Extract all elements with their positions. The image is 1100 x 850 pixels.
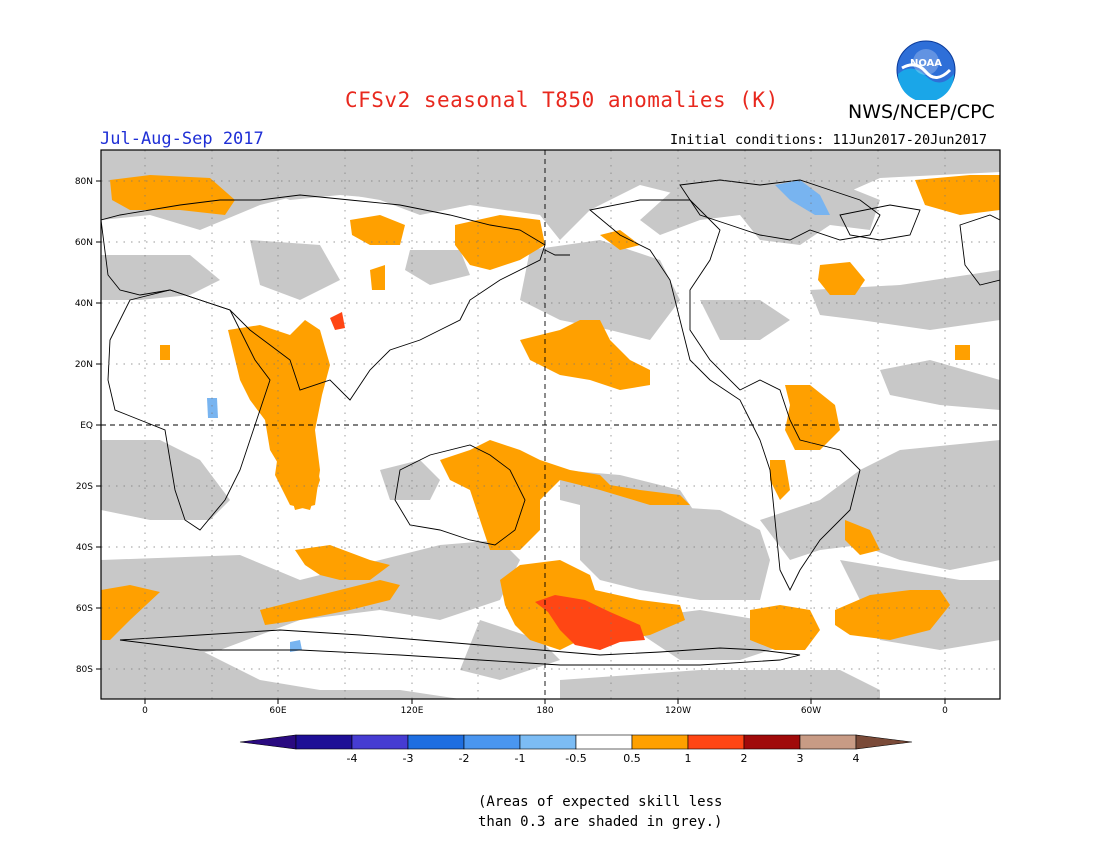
initial-conditions-label: Initial conditions: 11Jun2017-20Jun2017 — [670, 132, 987, 148]
colorbar-cell — [295, 734, 353, 750]
colorbar-label: -4 — [347, 752, 358, 765]
colorbar-cell — [519, 734, 577, 750]
lat-label: 80S — [76, 665, 93, 675]
colorbar-cell — [631, 734, 689, 750]
lat-label: 60S — [76, 604, 93, 614]
colorbar-cells — [239, 734, 913, 750]
cool-anomaly-areas — [207, 180, 830, 652]
lon-label: 120W — [665, 706, 691, 716]
map-title: CFSv2 seasonal T850 anomalies (K) — [345, 88, 779, 112]
colorbar-cell — [799, 734, 857, 750]
lat-label: 40N — [75, 299, 93, 309]
lat-tick-marks — [96, 180, 101, 670]
colorbar-label: -2 — [459, 752, 470, 765]
colorbar-label: -0.5 — [565, 752, 586, 765]
lat-label: 20N — [75, 360, 93, 370]
lon-label: 0 — [942, 706, 948, 716]
skill-footnote: (Areas of expected skill less than 0.3 a… — [478, 794, 723, 830]
latitude-labels: 80N 60N 40N 20N EQ 20S 40S 60S 80S — [75, 177, 93, 675]
lon-label: 120E — [401, 706, 424, 716]
period-label: Jul-Aug-Sep 2017 — [100, 129, 264, 149]
lon-label: 180 — [536, 706, 553, 716]
longitude-labels: 0 60E 120E 180 120W 60W 0 — [142, 706, 948, 716]
lat-label: EQ — [80, 421, 93, 431]
lon-label: 0 — [142, 706, 148, 716]
lat-label: 20S — [76, 482, 93, 492]
logo-text: NOAA — [910, 58, 942, 69]
colorbar-label: 3 — [797, 752, 804, 765]
lat-label: 40S — [76, 543, 93, 553]
colorbar-label: 2 — [741, 752, 748, 765]
colorbar-arrow-left — [239, 734, 297, 750]
lon-label: 60W — [801, 706, 821, 716]
coastlines — [101, 179, 1000, 666]
agency-label: NWS/NCEP/CPC — [848, 101, 995, 123]
colorbar-cell — [687, 734, 745, 750]
colorbar-cell — [575, 734, 633, 750]
colorbar-labels: -4 -3 -2 -1 -0.5 0.5 1 2 3 4 — [347, 752, 860, 765]
colorbar-label: -1 — [515, 752, 526, 765]
colorbar-label: 1 — [685, 752, 692, 765]
grid-lines — [101, 150, 1000, 699]
reference-lines — [101, 150, 1000, 699]
lat-label: 60N — [75, 238, 93, 248]
colorbar-cell — [743, 734, 801, 750]
colorbar-cell — [351, 734, 409, 750]
lon-label: 60E — [269, 706, 286, 716]
strong-warm-anomaly-areas — [330, 312, 645, 650]
noaa-logo: NOAA — [896, 40, 956, 100]
colorbar-arrow-right — [855, 734, 913, 750]
colorbar-cell — [407, 734, 465, 750]
lon-tick-marks — [144, 699, 946, 704]
colorbar-label: 0.5 — [623, 752, 641, 765]
lat-label: 80N — [75, 177, 93, 187]
colorbar-label: -3 — [403, 752, 414, 765]
colorbar-cell — [463, 734, 521, 750]
colorbar-label: 4 — [853, 752, 860, 765]
